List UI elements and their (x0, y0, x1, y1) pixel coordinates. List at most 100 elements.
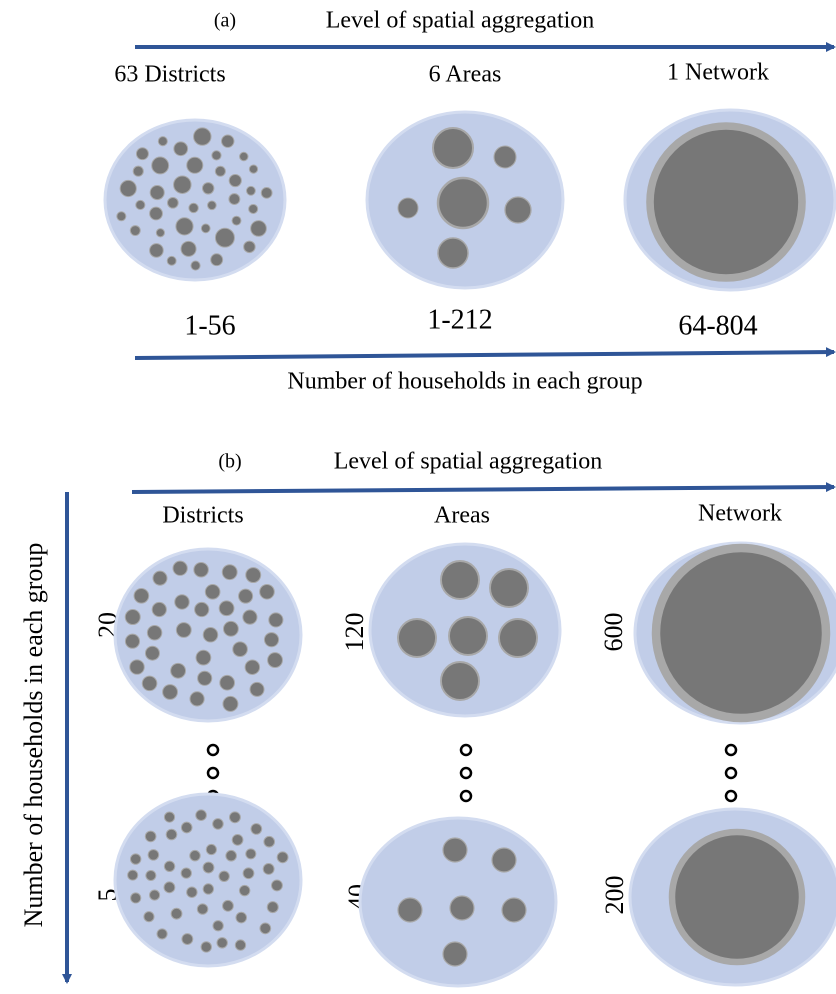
group (195, 809, 207, 822)
group (437, 237, 469, 269)
group (194, 601, 210, 618)
group (155, 228, 165, 238)
group (232, 641, 248, 657)
group (259, 922, 272, 935)
group (186, 886, 198, 898)
group (449, 895, 475, 921)
group (268, 612, 284, 628)
group (173, 175, 192, 194)
group (228, 811, 241, 824)
group (234, 939, 247, 951)
group (129, 225, 141, 237)
group (498, 618, 538, 658)
group (186, 156, 204, 174)
group (651, 543, 831, 723)
group (170, 907, 183, 920)
group (218, 600, 235, 617)
group (129, 659, 145, 675)
group (157, 136, 168, 147)
group (263, 632, 280, 648)
group (222, 899, 234, 912)
column-title: Areas (434, 503, 490, 529)
group (167, 196, 179, 209)
group (432, 127, 474, 169)
group (222, 695, 239, 712)
group (166, 255, 177, 266)
row-label: 200 (600, 876, 629, 915)
group (149, 185, 165, 201)
group (259, 583, 275, 600)
group (228, 193, 241, 206)
group (141, 675, 158, 692)
group (143, 911, 155, 923)
ellipsis-dot (206, 743, 220, 757)
group (174, 594, 190, 610)
group (244, 659, 261, 675)
group (448, 616, 488, 656)
group (124, 633, 141, 649)
group (163, 860, 176, 873)
group (196, 903, 209, 915)
group (189, 691, 205, 707)
group (181, 933, 194, 945)
group (195, 649, 212, 666)
group (204, 584, 221, 600)
group (225, 849, 237, 862)
group (129, 853, 142, 865)
group (151, 156, 170, 175)
group (201, 182, 215, 195)
group (397, 197, 419, 219)
group (156, 928, 168, 940)
ellipsis-dot (724, 743, 738, 757)
group (501, 897, 527, 923)
group (231, 215, 242, 226)
group (668, 828, 806, 966)
group (132, 165, 144, 177)
group (162, 684, 178, 700)
axis-title: Level of spatial aggregation (326, 8, 595, 34)
group (440, 661, 480, 701)
group (260, 186, 273, 199)
group (180, 821, 193, 834)
group (214, 227, 235, 248)
group (149, 206, 163, 221)
group (270, 879, 283, 892)
region (113, 792, 303, 968)
group (249, 681, 265, 697)
group (116, 211, 127, 222)
range-label: 1-56 (184, 310, 235, 341)
group (212, 920, 224, 932)
group (235, 911, 248, 924)
group (250, 823, 263, 835)
group (145, 869, 157, 881)
group (173, 141, 189, 157)
panel-label: (a) (214, 10, 236, 32)
group (163, 881, 176, 894)
axis-title: Level of spatial aggregation (334, 449, 603, 475)
group (163, 811, 176, 823)
group (243, 240, 256, 254)
column-title: Districts (162, 503, 243, 529)
ellipsis-dot (206, 766, 220, 780)
group (119, 179, 137, 198)
group (263, 835, 276, 848)
group (504, 196, 532, 224)
ellipsis-dot (459, 766, 473, 780)
group (436, 176, 490, 230)
group (228, 173, 242, 188)
group (149, 243, 164, 258)
panel-label: (b) (218, 451, 241, 473)
group (214, 165, 226, 177)
arrow (131, 482, 836, 494)
group (210, 253, 224, 267)
group (219, 674, 236, 691)
group (130, 892, 142, 904)
column-title: Network (698, 501, 782, 527)
group (172, 560, 188, 576)
group (221, 134, 235, 148)
group (124, 609, 141, 626)
group (180, 240, 197, 257)
group (188, 202, 199, 214)
group (197, 670, 213, 686)
